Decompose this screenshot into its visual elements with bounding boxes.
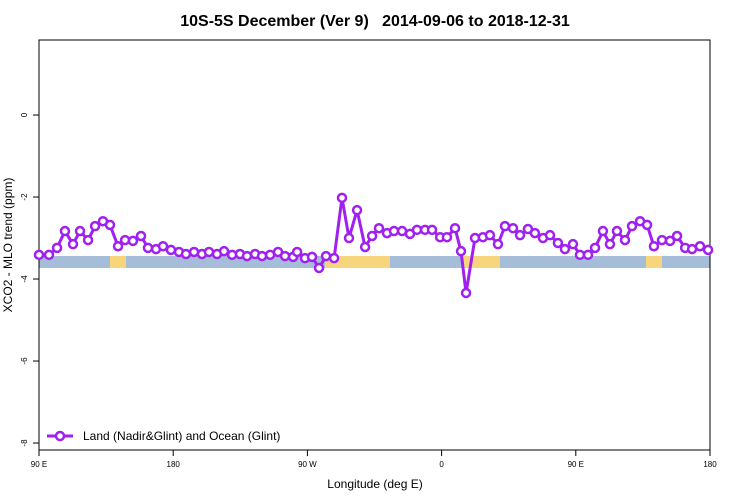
point — [671, 230, 683, 242]
plot-frame — [38, 39, 711, 451]
chart-title: 10S-5S December (Ver 9) 2014-09-06 to 20… — [180, 13, 570, 30]
point — [328, 252, 340, 264]
point — [180, 248, 192, 260]
point — [484, 229, 496, 241]
y-axis-label: XCO2 - MLO trend (ppm) — [1, 178, 15, 313]
x-tick-label: 180 — [703, 460, 717, 469]
point — [343, 232, 355, 244]
point — [112, 240, 124, 252]
point — [567, 238, 579, 250]
point — [59, 225, 71, 237]
point — [89, 220, 101, 232]
point — [82, 234, 94, 246]
y-tick-label: 0 — [20, 112, 29, 117]
point — [135, 230, 147, 242]
point — [574, 249, 586, 261]
point — [664, 235, 676, 247]
x-tick-label: 90 E — [568, 460, 584, 469]
legend-marker — [54, 430, 66, 442]
point — [157, 240, 169, 252]
point — [411, 224, 423, 236]
x-axis-label: Longitude (deg E) — [327, 477, 422, 491]
point — [492, 238, 504, 250]
point — [626, 220, 638, 232]
map-strip — [39, 256, 710, 268]
point — [306, 251, 318, 263]
point — [33, 249, 45, 261]
x-tick-label: 90 E — [31, 460, 47, 469]
point — [313, 262, 325, 274]
point — [241, 250, 253, 262]
x-tick-label: 180 — [167, 460, 181, 469]
point — [597, 225, 609, 237]
point — [589, 242, 601, 254]
point — [559, 243, 571, 255]
point — [582, 249, 594, 261]
point — [366, 230, 378, 242]
point — [203, 246, 215, 258]
point — [51, 242, 63, 254]
point — [426, 224, 438, 236]
point — [351, 204, 363, 216]
point — [552, 237, 564, 249]
point — [320, 250, 332, 262]
point — [373, 222, 385, 234]
point — [499, 220, 511, 232]
legend-label: Land (Nadir&Glint) and Ocean (Glint) — [83, 429, 280, 443]
point — [641, 219, 653, 231]
point — [165, 244, 177, 256]
point — [449, 222, 461, 234]
point — [104, 219, 116, 231]
point — [619, 234, 631, 246]
point — [359, 241, 371, 253]
point — [74, 225, 86, 237]
y-tick-label: -8 — [20, 439, 29, 447]
point — [460, 287, 472, 299]
point — [604, 238, 616, 250]
point — [656, 234, 668, 246]
x-tick-label: 0 — [439, 460, 444, 469]
y-tick-label: -4 — [20, 275, 29, 283]
point — [67, 238, 79, 250]
point — [279, 250, 291, 262]
point — [256, 250, 268, 262]
y-tick-label: -6 — [20, 357, 29, 365]
point — [388, 225, 400, 237]
y-tick-label: -2 — [20, 193, 29, 201]
point — [336, 192, 348, 204]
point — [514, 229, 526, 241]
point — [218, 245, 230, 257]
point — [694, 240, 706, 252]
point — [611, 225, 623, 237]
point — [142, 242, 154, 254]
point — [648, 240, 660, 252]
point — [127, 235, 139, 247]
point — [43, 249, 55, 261]
point — [544, 229, 556, 241]
point — [507, 222, 519, 234]
point — [702, 244, 714, 256]
x-tick-label: 90 W — [298, 460, 317, 469]
point — [529, 227, 541, 239]
point — [441, 231, 453, 243]
point — [291, 246, 303, 258]
legend-item: Land (Nadir&Glint) and Ocean (Glint) — [47, 429, 280, 443]
point — [455, 245, 467, 257]
